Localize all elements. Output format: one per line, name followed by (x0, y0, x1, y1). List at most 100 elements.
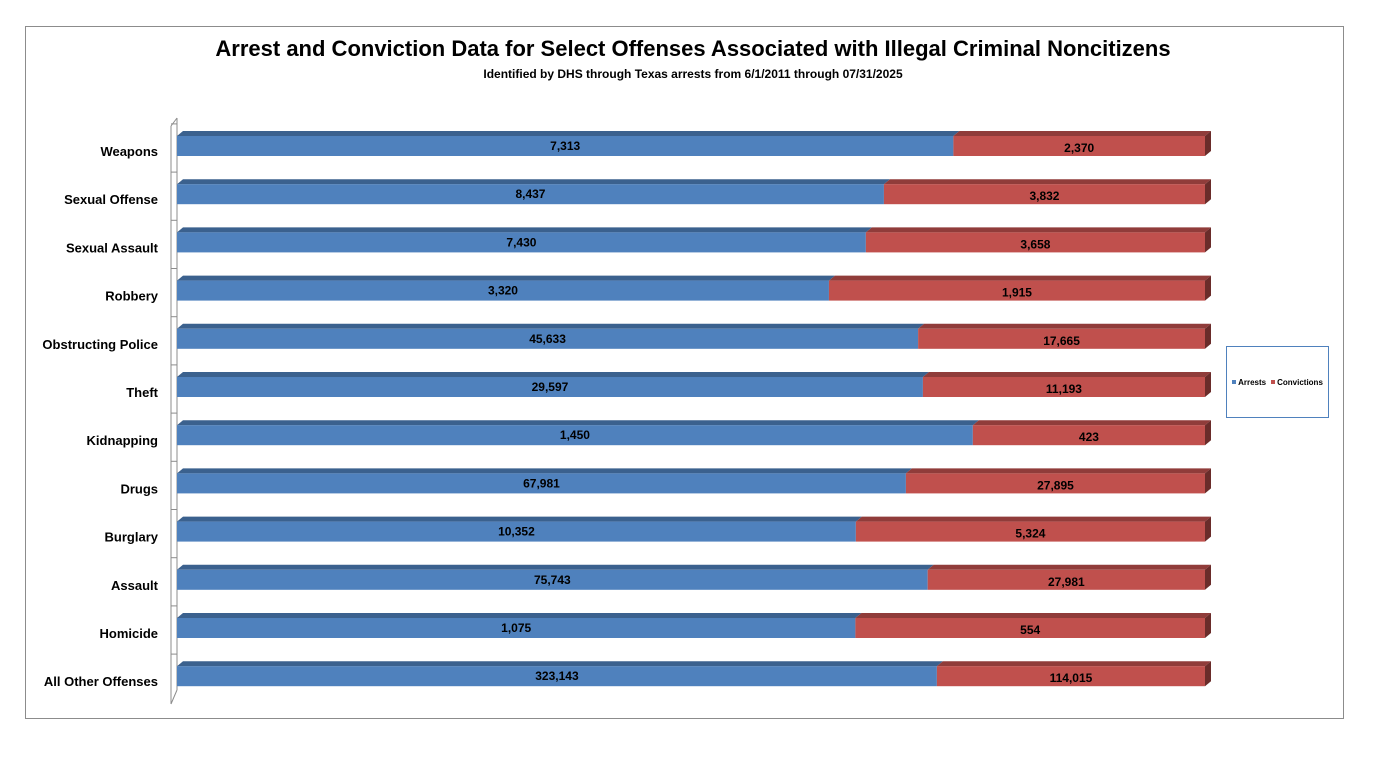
bar-arrests-top-burglary (177, 516, 862, 522)
data-label-convictions-assault: 27,981 (1048, 575, 1085, 589)
category-label-homicide: Homicide (99, 626, 158, 641)
chart-title: Arrest and Conviction Data for Select Of… (215, 36, 1171, 61)
bar-convictions-obstructing-police (918, 328, 1205, 349)
data-label-arrests-sexual-assault: 7,430 (506, 235, 536, 249)
data-label-convictions-theft: 11,193 (1046, 382, 1082, 396)
category-label-kidnapping: Kidnapping (87, 433, 159, 448)
category-label-all-other-offenses: All Other Offenses (44, 674, 158, 689)
bar-convictions-top-burglary (855, 516, 1211, 522)
data-label-convictions-kidnapping: 423 (1079, 430, 1099, 444)
data-label-arrests-all-other-offenses: 323,143 (535, 669, 579, 683)
data-label-convictions-weapons: 2,370 (1064, 141, 1094, 155)
category-label-burglary: Burglary (105, 530, 159, 545)
category-label-weapons: Weapons (100, 144, 158, 159)
bar-convictions-top-weapons (953, 131, 1211, 136)
bar-convictions-side-homicide (1205, 613, 1211, 638)
data-label-arrests-drugs: 67,981 (523, 476, 560, 490)
bar-arrests-top-sexual-offense (177, 179, 890, 185)
bar-arrests-homicide (177, 618, 856, 638)
data-label-convictions-obstructing-police: 17,665 (1043, 334, 1080, 348)
bar-convictions-side-robbery (1205, 275, 1211, 301)
bar-convictions-top-drugs (905, 468, 1211, 474)
data-label-arrests-kidnapping: 1,450 (560, 428, 590, 442)
bar-arrests-theft (177, 377, 923, 397)
bar-convictions-theft (922, 377, 1205, 397)
category-label-assault: Assault (111, 578, 159, 593)
bar-arrests-sexual-offense (177, 184, 884, 205)
legend-entry-convictions: Convictions (1271, 378, 1323, 387)
bar-arrests-sexual-assault (177, 232, 866, 253)
data-label-arrests-obstructing-police: 45,633 (529, 332, 566, 346)
bar-arrests-all-other-offenses (177, 666, 937, 687)
category-label-theft: Theft (126, 385, 158, 400)
category-label-obstructing-police: Obstructing Police (42, 337, 158, 352)
axis-wall-top (170, 117, 178, 127)
bar-convictions-side-sexual-offense (1205, 179, 1211, 205)
bar-arrests-top-assault (177, 564, 934, 570)
bar-arrests-top-drugs (177, 468, 912, 474)
bar-convictions-top-all-other-offenses (936, 661, 1211, 667)
bar-arrests-kidnapping (177, 425, 973, 446)
data-label-arrests-robbery: 3,320 (488, 284, 518, 298)
bar-convictions-side-all-other-offenses (1205, 661, 1211, 687)
labels-group: Weapons 7,313 2,370 Sexual Offense 8,437 3,83… (42, 139, 1099, 689)
bar-convictions-top-theft (922, 372, 1211, 377)
data-label-arrests-theft: 29,597 (532, 380, 569, 394)
bar-convictions-top-assault (927, 564, 1211, 570)
data-label-convictions-drugs: 27,895 (1037, 478, 1074, 492)
bar-convictions-top-homicide (855, 613, 1211, 618)
data-label-arrests-homicide: 1,075 (501, 621, 531, 635)
bar-convictions-side-obstructing-police (1205, 323, 1211, 349)
bar-convictions-side-theft (1205, 372, 1211, 397)
data-label-arrests-burglary: 10,352 (498, 525, 535, 539)
chart-subtitle: Identified by DHS through Texas arrests … (483, 67, 903, 81)
data-label-arrests-weapons: 7,313 (550, 139, 580, 153)
bar-arrests-weapons (177, 136, 954, 156)
bar-arrests-top-weapons (177, 131, 960, 136)
category-label-drugs: Drugs (120, 481, 158, 496)
bar-arrests-top-theft (177, 372, 929, 377)
bar-convictions-burglary (855, 521, 1205, 542)
bar-convictions-homicide (855, 618, 1205, 638)
bar-convictions-assault (927, 569, 1205, 590)
legend-label-arrests: Arrests (1238, 377, 1267, 387)
bar-convictions-side-kidnapping (1205, 420, 1211, 446)
bar-convictions-sexual-assault (865, 232, 1205, 253)
legend-label-convictions: Convictions (1277, 377, 1323, 387)
bar-convictions-top-kidnapping (972, 420, 1211, 426)
data-label-convictions-all-other-offenses: 114,015 (1050, 671, 1093, 685)
bar-arrests-top-sexual-assault (177, 227, 872, 233)
bar-arrests-top-robbery (177, 275, 835, 281)
bar-convictions-robbery (828, 280, 1205, 301)
data-label-convictions-homicide: 554 (1020, 623, 1040, 637)
bar-convictions-side-sexual-assault (1205, 227, 1211, 253)
bar-arrests-top-all-other-offenses (177, 661, 943, 667)
bar-arrests-burglary (177, 521, 856, 542)
bar-convictions-side-burglary (1205, 516, 1211, 542)
data-label-arrests-assault: 75,743 (534, 573, 571, 587)
bar-convictions-drugs (905, 473, 1205, 494)
bar-convictions-all-other-offenses (936, 666, 1205, 687)
data-label-convictions-burglary: 5,324 (1015, 527, 1045, 541)
bar-convictions-side-drugs (1205, 468, 1211, 494)
bar-convictions-side-assault (1205, 564, 1211, 590)
axis-wall-bottom (170, 689, 178, 705)
bars-group (177, 131, 1211, 687)
legend: Arrests Convictions (1226, 346, 1329, 418)
bar-arrests-obstructing-police (177, 328, 919, 349)
bar-arrests-assault (177, 569, 928, 590)
bar-arrests-drugs (177, 473, 906, 494)
bar-convictions-top-robbery (828, 275, 1211, 281)
data-label-convictions-sexual-offense: 3,832 (1029, 189, 1059, 203)
legend-swatch-convictions (1271, 380, 1276, 384)
category-axis (170, 117, 178, 705)
data-label-arrests-sexual-offense: 8,437 (515, 187, 545, 201)
bar-convictions-kidnapping (972, 425, 1205, 446)
bar-convictions-side-weapons (1205, 131, 1211, 156)
legend-entry-arrests: Arrests (1232, 378, 1266, 387)
bar-convictions-top-sexual-offense (883, 179, 1211, 185)
data-label-convictions-sexual-assault: 3,658 (1020, 237, 1050, 251)
bar-arrests-top-obstructing-police (177, 323, 925, 329)
bar-convictions-sexual-offense (883, 184, 1205, 205)
